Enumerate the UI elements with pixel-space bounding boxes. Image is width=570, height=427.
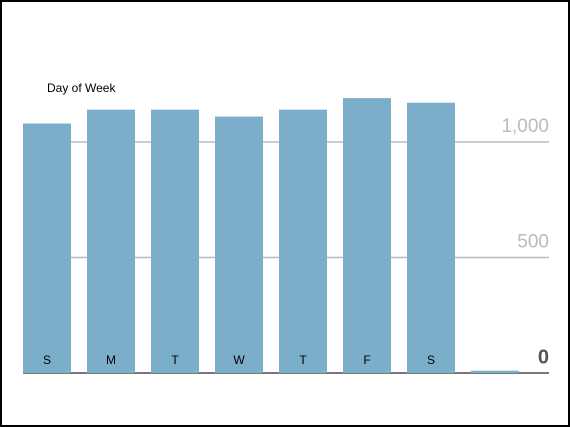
x-tick-label: S xyxy=(43,353,51,367)
y-tick-label: 1,000 xyxy=(501,116,549,137)
x-tick-label: F xyxy=(363,353,370,367)
bar xyxy=(343,98,391,374)
bar xyxy=(151,109,199,373)
bar xyxy=(471,370,519,373)
chart-title: Day of Week xyxy=(47,81,116,95)
bar xyxy=(87,109,135,373)
bar xyxy=(215,116,263,373)
y-tick-label: 500 xyxy=(517,232,549,253)
x-tick-label: T xyxy=(299,353,307,367)
x-tick-label: W xyxy=(233,353,245,367)
x-tick-label: M xyxy=(106,353,116,367)
bar xyxy=(23,123,71,374)
x-tick-label: S xyxy=(427,353,435,367)
y-tick-label: 0 xyxy=(538,346,549,368)
bar xyxy=(407,102,455,373)
x-tick-label: T xyxy=(171,353,179,367)
bar xyxy=(279,109,327,373)
